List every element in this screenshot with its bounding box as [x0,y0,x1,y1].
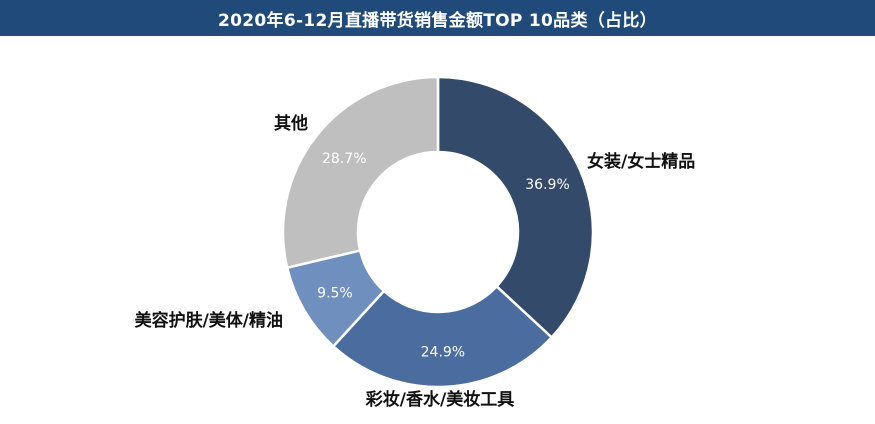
slice-category-label-3: 其他 [274,113,308,134]
chart-title-bar: 2020年6-12月直播带货销售金额TOP 10品类（占比） [0,0,875,36]
slice-value-label-2: 9.5% [317,286,353,302]
chart-title: 2020年6-12月直播带货销售金额TOP 10品类（占比） [218,10,657,31]
slice-value-label-0: 36.9% [525,177,569,193]
donut-slice-1 [331,284,554,389]
donut-slice-3 [281,75,440,270]
slice-value-label-1: 24.9% [421,344,465,360]
slice-category-label-1: 彩妆/香水/美妆工具 [365,389,514,410]
slice-category-label-2: 美容护肤/美体/精油 [135,310,283,331]
donut-slice-0 [436,75,595,340]
slice-category-label-0: 女装/女士精品 [587,151,695,172]
slice-value-label-3: 28.7% [322,151,366,167]
